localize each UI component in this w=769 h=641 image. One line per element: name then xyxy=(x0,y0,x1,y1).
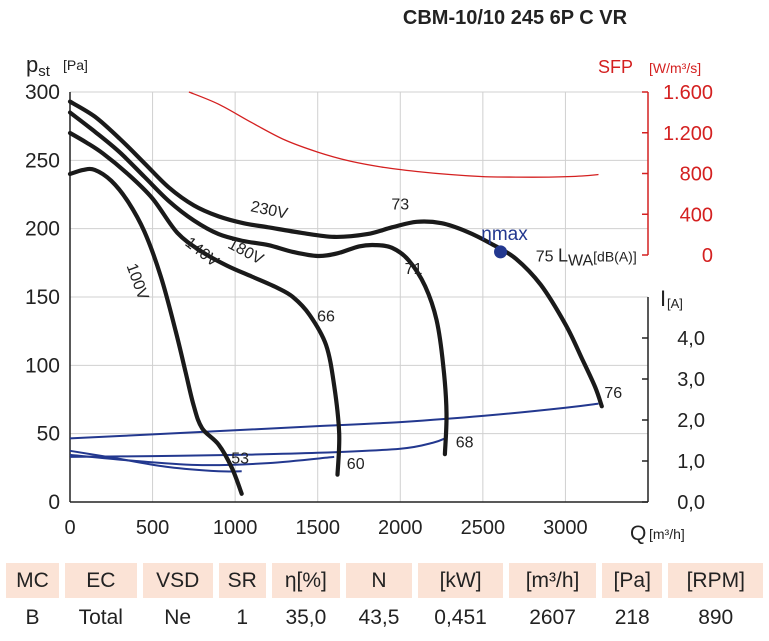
y-tick-label: 50 xyxy=(37,423,60,446)
x-axis-label: Q xyxy=(630,522,646,545)
x-tick-label: 2000 xyxy=(378,517,423,539)
spec-value-cell: 0,451 xyxy=(434,606,487,629)
spec-value-cell: B xyxy=(25,606,40,629)
current-tick-label: 3,0 xyxy=(677,369,705,391)
x-tick-label: 500 xyxy=(136,517,169,539)
grid xyxy=(69,91,648,503)
y-tick-label: 100 xyxy=(25,354,60,377)
spec-value-cell: Ne xyxy=(164,606,192,629)
current-axis-unit: [A] xyxy=(667,296,683,311)
pressure-curve-180v xyxy=(67,110,449,457)
current-curve-180v xyxy=(69,437,446,458)
spec-value-cell: 35,0 xyxy=(285,606,327,629)
x-tick-label: 2500 xyxy=(461,517,506,539)
y-tick-label: 300 xyxy=(25,81,60,104)
current-tick-label: 2,0 xyxy=(677,410,705,432)
spec-header-cell: EC xyxy=(64,563,137,598)
spec-header-cell: MC xyxy=(6,563,59,598)
sfp-axis-unit: [W/m³/s] xyxy=(649,60,701,76)
x-tick-label: 0 xyxy=(64,517,75,539)
sound-power-label: 76 xyxy=(604,385,622,402)
sfp-tick-label: 1.600 xyxy=(663,82,713,104)
eta-max-label: ηmax xyxy=(481,224,528,245)
spec-value-cell: 890 xyxy=(698,606,734,629)
voltage-label: 100V xyxy=(123,261,152,302)
spec-header-cell: SR xyxy=(218,563,266,598)
spec-value-cell: Total xyxy=(78,606,123,629)
spec-header-cell: η[%] xyxy=(271,563,340,598)
current-tick-label: 4,0 xyxy=(677,328,705,350)
y-tick-label: 250 xyxy=(25,149,60,172)
chart-labels: CBM-10/10 245 6P C VR pst [Pa] SFP [W/m³… xyxy=(26,7,701,545)
y-axis-label: pst xyxy=(26,52,51,80)
y-tick-label: 200 xyxy=(25,218,60,241)
x-tick-label: 3000 xyxy=(543,517,588,539)
spec-header-cell: [m³/h] xyxy=(509,563,596,598)
current-curve-140v xyxy=(69,453,335,467)
voltage-label: 230V xyxy=(249,198,289,222)
spec-value-cell: 43,5 xyxy=(358,606,400,629)
sfp-tick-label: 0 xyxy=(702,245,713,267)
sound-power-label: 73 xyxy=(391,197,409,214)
sfp-tick-label: 400 xyxy=(680,204,713,226)
spec-header-cell: N xyxy=(345,563,413,598)
y-tick-label: 0 xyxy=(48,491,60,514)
sound-power-label: 66 xyxy=(317,309,335,326)
spec-header-cell: VSD xyxy=(142,563,213,598)
sfp-tick-label: 1.200 xyxy=(663,123,713,145)
sound-power-label: 71 xyxy=(405,261,423,278)
pressure-curve-140v xyxy=(67,130,342,477)
spec-table: MC EC VSD SR η[%] N [kW] [m³/h] [Pa] [RP… xyxy=(0,563,769,638)
pressure-curve-230v xyxy=(67,99,604,409)
x-tick-label: 1000 xyxy=(213,517,258,539)
current-tick-label: 0,0 xyxy=(677,492,705,514)
sfp-tick-label: 800 xyxy=(680,164,713,186)
x-axis-unit: [m³/h] xyxy=(649,526,685,542)
x-tick-label: 1500 xyxy=(295,517,340,539)
sfp-curve xyxy=(188,91,599,178)
voltage-label: 140V xyxy=(182,234,222,271)
current-curve-230v xyxy=(69,402,599,440)
current-curve-100v xyxy=(69,449,242,473)
y-tick-label: 150 xyxy=(25,286,60,309)
sound-power-label: 68 xyxy=(456,434,474,451)
sound-power-label: 60 xyxy=(347,456,365,473)
spec-header-cell: [RPM] xyxy=(668,563,763,598)
spec-header-cell: [Pa] xyxy=(602,563,663,598)
spec-value-cell: 218 xyxy=(614,606,650,629)
spec-table-value-row: B Total Ne 1 35,0 43,5 0,451 2607 218 89… xyxy=(6,598,763,638)
lwa-label: 75 LWA[dB(A)] xyxy=(536,245,637,269)
spec-table-header-row: MC EC VSD SR η[%] N [kW] [m³/h] [Pa] [RP… xyxy=(6,563,763,598)
current-axis-label: I xyxy=(660,286,666,311)
spec-value-cell: 2607 xyxy=(529,606,576,629)
spec-header-cell: [kW] xyxy=(418,563,504,598)
spec-value-cell: 1 xyxy=(236,606,249,629)
current-tick-label: 1,0 xyxy=(677,451,705,473)
pressure-curve-100v xyxy=(67,166,244,496)
eta-max-point xyxy=(494,245,508,259)
series xyxy=(67,91,604,496)
chart-title: CBM-10/10 245 6P C VR xyxy=(403,7,628,29)
sfp-axis-label: SFP xyxy=(598,57,633,77)
sound-power-label: 53 xyxy=(231,451,249,468)
y-axis-unit: [Pa] xyxy=(63,57,88,73)
